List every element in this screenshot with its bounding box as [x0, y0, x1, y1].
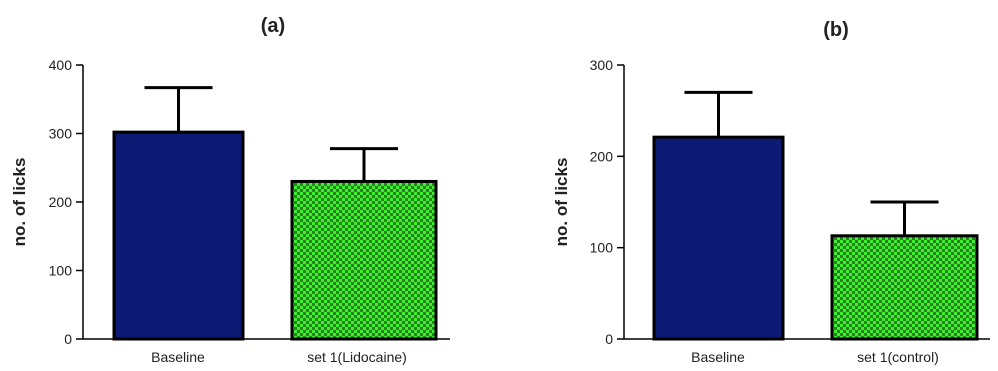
panel-a-ytick-label-1: 100: [49, 263, 73, 279]
panel-a-ytick-label-3: 300: [49, 126, 73, 142]
panel-a-category-label-0: Baseline: [151, 349, 205, 365]
panel-a-title: (a): [261, 15, 285, 37]
panel-a-yaxis: 0 100 200 300 400: [49, 57, 84, 347]
panel-b-ytick-label-1: 100: [590, 240, 614, 256]
panel-b-ylabel: no. of licks: [552, 158, 571, 247]
panel-a-bar-0: [112, 130, 245, 341]
panel-a-ylabel: no. of licks: [10, 158, 29, 247]
panel-a-ytick-label-4: 400: [49, 57, 73, 73]
panel-b-bar-1: [830, 234, 979, 341]
panel-a-ytick-label-0: 0: [64, 331, 72, 347]
panel-b-ytick-label-2: 200: [590, 148, 614, 164]
panel-b: (b) no. of licks 0 100 200 300 Baseline set…: [552, 19, 990, 365]
panel-b-bars: [652, 90, 979, 341]
panel-b-category-label-1: set 1(control): [857, 349, 939, 365]
panel-b-bar-0: [652, 135, 785, 341]
panel-a-yticks: 0 100 200 300 400: [49, 57, 83, 347]
panel-a-bars: [112, 86, 438, 341]
panel-b-title: (b): [823, 19, 849, 41]
panel-b-category-label-0: Baseline: [691, 349, 745, 365]
panel-a-ytick-label-2: 200: [49, 194, 73, 210]
panel-a-category-label-1: set 1(Lidocaine): [307, 349, 407, 365]
panel-b-yticks: 0 100 200 300: [590, 57, 624, 347]
panel-b-yaxis: 0 100 200 300: [590, 57, 625, 347]
panel-a-bar-1: [290, 179, 438, 341]
panel-b-ytick-label-3: 300: [590, 57, 614, 73]
panel-b-ytick-label-0: 0: [605, 331, 613, 347]
